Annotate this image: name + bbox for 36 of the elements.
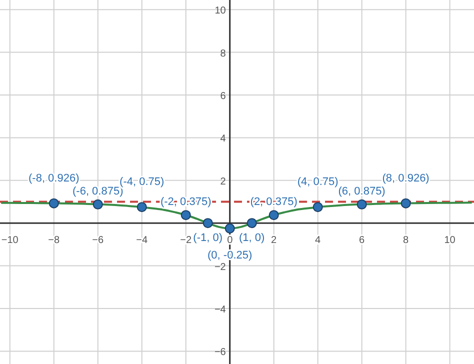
point [246,218,257,228]
x-tick-label: −4 [136,235,148,246]
x-tick-label: 4 [315,235,322,246]
x-tick-label: −8 [48,235,60,246]
point [400,198,411,208]
y-tick-label: 8 [220,48,226,60]
annotation: (8, 0.926) [382,172,430,184]
annotation: (6, 0.875) [338,185,386,198]
x-tick-label: 10 [444,235,456,246]
point [356,199,367,210]
point [224,223,235,234]
annotation: (-8, 0.926) [28,172,80,184]
y-tick-label: −6 [214,347,226,358]
point [312,202,323,212]
point [268,210,279,220]
annotation: (2, 0.375) [250,196,298,208]
y-tick-label: −4 [214,304,226,316]
x-tick-label: 8 [403,235,410,246]
x-tick-label: 6 [359,235,366,246]
point [180,210,191,220]
annotation: (4, 0.75) [297,176,338,188]
point [136,202,147,212]
x-tick-label: 2 [271,235,278,246]
x-tick-label: −10 [1,235,19,246]
y-tick-label: 4 [220,134,226,145]
y-tick-label: −2 [214,262,226,273]
annotation: (-1, 0) [193,232,223,244]
x-tick-label: −6 [92,235,104,246]
point [92,199,103,210]
y-tick-label: 10 [214,6,226,17]
annotation: (1, 0) [239,232,265,244]
y-tick-label: 2 [220,176,226,188]
x-tick-label: −2 [180,235,192,246]
point [48,198,59,208]
point [202,218,213,228]
y-tick-label: 6 [220,91,226,102]
